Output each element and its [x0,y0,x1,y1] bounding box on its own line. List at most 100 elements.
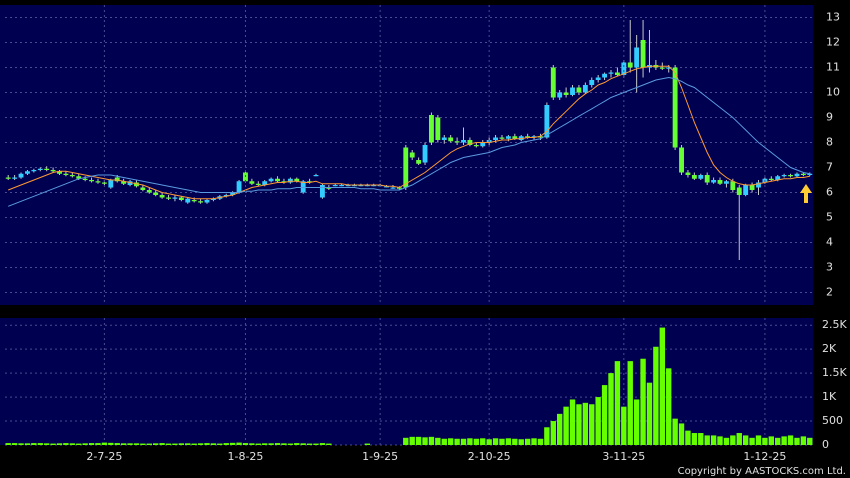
candle-body [371,185,377,187]
candle-body [454,141,460,143]
volume-bar [678,423,685,445]
candle-body [717,180,723,184]
volume-bar [441,438,447,445]
volume-bar [217,443,223,445]
y-tick-label: 6 [826,186,833,199]
volume-bar [460,438,467,445]
x-tick-label: 1-9-25 [362,450,398,463]
y-tick-label: 9 [826,111,833,124]
volume-bar [63,443,69,445]
volume-bar [18,443,24,445]
volume-bar [153,443,159,445]
volume-bar [313,443,319,445]
volume-bar [601,385,608,445]
volume-bar [666,368,672,445]
candle-body [788,175,793,177]
candle-body [249,181,255,184]
candle-body [435,117,441,140]
candle-body [358,185,364,187]
candle-body [563,92,569,95]
volume-bar [640,358,646,445]
candle-body [281,181,287,183]
candle-body [589,80,595,85]
volume-bar [172,443,178,445]
volume-bar [685,430,691,445]
candle-body [723,181,729,184]
candle-body [37,168,43,170]
volume-bar [492,438,499,445]
volume-bar [569,399,576,445]
candle-body [429,115,434,143]
candle-body [50,170,56,172]
candle-body [621,62,627,75]
volume-bar [800,436,807,445]
x-tick-label: 3-11-25 [602,450,645,463]
candle-body [159,195,165,198]
y-tick-label: 4 [826,236,833,249]
volume-bar [210,443,217,445]
candle-body [108,180,114,188]
volume-bar [646,382,653,445]
candle-body [441,137,447,140]
y-tick-label: 11 [826,61,840,74]
candle-body [364,185,370,187]
candle-body [576,87,582,93]
volume-bar [659,327,665,445]
volume-bar [627,361,633,445]
volume-bar [76,443,82,445]
candle-body [403,147,409,188]
y-tick-label: 1.5K [822,366,847,379]
volume-bar [140,443,146,445]
volume-bar [480,438,486,445]
volume-bar [249,443,255,445]
candle-body [76,176,82,179]
candle-body [685,172,691,175]
candle-body [18,173,24,178]
candle-body [172,197,178,199]
volume-bar [717,436,723,445]
volume-bar [50,443,56,445]
volume-bar [294,443,300,445]
volume-bar [704,435,710,445]
candle-body [781,175,787,177]
volume-bar [133,443,140,445]
candle-body [525,136,531,138]
volume-bar [537,438,544,445]
candle-body [691,175,697,179]
volume-bar [512,438,518,445]
volume-bar [120,443,127,445]
volume-bar [127,443,133,445]
volume-bar [101,442,108,445]
candle-body [287,178,293,183]
volume-bar [403,437,409,445]
volume-bar [300,443,306,445]
volume-bar [56,443,63,445]
volume-bar [499,438,505,445]
moving-average-line [8,76,810,207]
candle-body [473,145,479,147]
candle-body [204,200,210,203]
volume-bar [69,443,76,445]
volume-bar [108,442,114,445]
candle-body [743,185,749,195]
candle-body [384,186,389,188]
candle-body [557,92,563,98]
volume-bar [787,435,794,445]
y-tick-label: 5 [826,211,833,224]
volume-bar [524,438,531,445]
candle-body [300,181,306,193]
volume-bar [672,418,678,445]
candle-body [5,177,11,179]
candle-body [236,181,242,193]
candle-body [146,190,152,193]
candle-body [127,181,133,185]
candle-body [807,173,813,175]
volume-bar [608,373,614,445]
volume-bar [749,437,755,445]
candle-body [178,197,184,200]
y-tick-label: 2.5K [822,318,847,331]
candle-body [608,72,614,74]
candle-body [255,183,261,185]
candle-body [570,87,575,95]
